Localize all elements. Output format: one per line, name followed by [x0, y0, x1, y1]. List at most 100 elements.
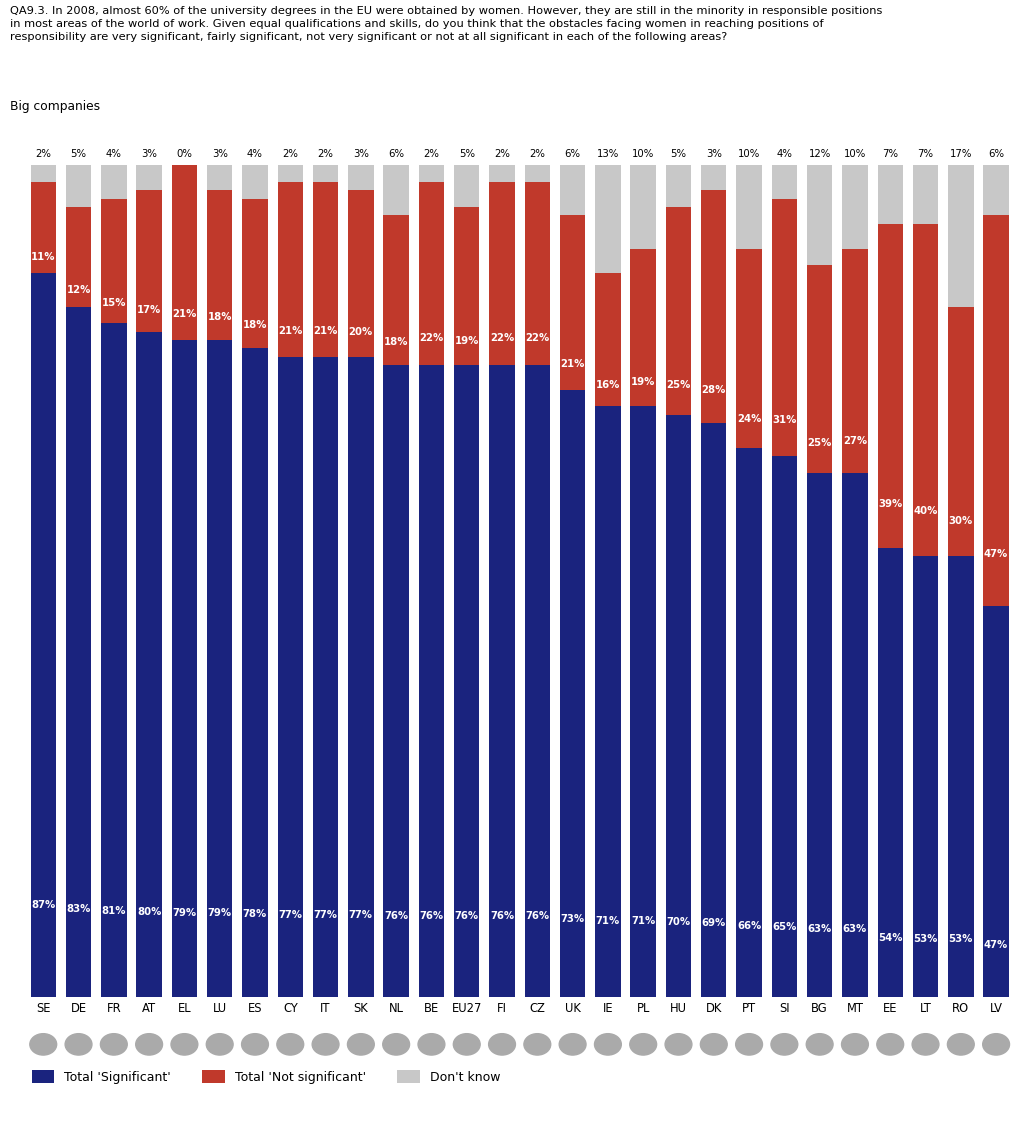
- Bar: [66, 306, 91, 997]
- Bar: [419, 365, 444, 997]
- Bar: [383, 166, 409, 215]
- Text: MT: MT: [847, 1002, 863, 1015]
- Text: 4%: 4%: [105, 149, 122, 159]
- Circle shape: [735, 1034, 763, 1055]
- Text: LT: LT: [920, 1002, 932, 1015]
- Text: 27%: 27%: [843, 436, 867, 446]
- Bar: [912, 556, 938, 997]
- Text: IT: IT: [321, 1002, 331, 1015]
- Text: 4%: 4%: [247, 149, 263, 159]
- Bar: [560, 390, 586, 997]
- Text: 3%: 3%: [212, 149, 227, 159]
- Bar: [489, 182, 515, 365]
- Circle shape: [842, 1034, 868, 1055]
- Text: 6%: 6%: [564, 149, 581, 159]
- Circle shape: [947, 1034, 974, 1055]
- Bar: [383, 365, 409, 997]
- Text: 53%: 53%: [948, 933, 973, 944]
- Text: 47%: 47%: [984, 939, 1009, 949]
- Text: 2%: 2%: [424, 149, 439, 159]
- Text: 40%: 40%: [913, 506, 938, 516]
- Bar: [136, 166, 162, 190]
- Circle shape: [206, 1034, 233, 1055]
- Text: 19%: 19%: [631, 377, 655, 387]
- Text: 4%: 4%: [776, 149, 793, 159]
- Text: ES: ES: [248, 1002, 262, 1015]
- Text: FR: FR: [106, 1002, 121, 1015]
- Circle shape: [66, 1034, 92, 1055]
- Text: 12%: 12%: [67, 285, 91, 295]
- Text: 71%: 71%: [631, 915, 655, 926]
- Text: 25%: 25%: [808, 438, 831, 448]
- Text: 39%: 39%: [879, 499, 902, 509]
- Text: BG: BG: [811, 1002, 828, 1015]
- Bar: [101, 323, 127, 997]
- Bar: [243, 198, 267, 348]
- Text: 76%: 76%: [455, 911, 479, 921]
- Text: 10%: 10%: [632, 149, 654, 159]
- Circle shape: [700, 1034, 727, 1055]
- Bar: [419, 166, 444, 182]
- Bar: [772, 456, 797, 997]
- Bar: [595, 406, 621, 997]
- Circle shape: [771, 1034, 798, 1055]
- Bar: [666, 166, 691, 207]
- Text: 21%: 21%: [560, 359, 585, 369]
- Bar: [31, 274, 56, 997]
- Bar: [207, 166, 232, 190]
- Text: HU: HU: [670, 1002, 687, 1015]
- Circle shape: [312, 1034, 339, 1055]
- Text: 2%: 2%: [283, 149, 298, 159]
- Text: 77%: 77%: [279, 910, 302, 920]
- Text: 30%: 30%: [948, 516, 973, 526]
- Bar: [666, 414, 691, 997]
- Bar: [560, 166, 586, 215]
- Text: UK: UK: [564, 1002, 581, 1015]
- Text: PL: PL: [637, 1002, 650, 1015]
- Text: 81%: 81%: [101, 905, 126, 915]
- Bar: [701, 166, 726, 190]
- Text: 19%: 19%: [455, 336, 479, 346]
- Bar: [419, 182, 444, 365]
- Text: 11%: 11%: [31, 252, 55, 262]
- Bar: [948, 166, 974, 306]
- Circle shape: [595, 1034, 622, 1055]
- Text: 2%: 2%: [35, 149, 51, 159]
- Bar: [207, 340, 232, 997]
- Bar: [631, 406, 656, 997]
- Text: DE: DE: [71, 1002, 87, 1015]
- Bar: [31, 166, 56, 182]
- Circle shape: [136, 1034, 163, 1055]
- Bar: [101, 166, 127, 198]
- Text: NL: NL: [389, 1002, 403, 1015]
- Text: 10%: 10%: [738, 149, 760, 159]
- Text: 80%: 80%: [137, 906, 162, 917]
- Bar: [843, 166, 867, 249]
- Text: 76%: 76%: [489, 911, 514, 921]
- Text: 7%: 7%: [883, 149, 898, 159]
- Text: 69%: 69%: [701, 918, 726, 928]
- Text: 0%: 0%: [176, 149, 193, 159]
- Bar: [524, 166, 550, 182]
- Circle shape: [383, 1034, 410, 1055]
- Bar: [31, 182, 56, 274]
- Circle shape: [454, 1034, 480, 1055]
- Text: 6%: 6%: [388, 149, 404, 159]
- Circle shape: [912, 1034, 939, 1055]
- Bar: [631, 166, 656, 249]
- Text: RO: RO: [952, 1002, 970, 1015]
- Circle shape: [171, 1034, 198, 1055]
- Text: 87%: 87%: [31, 900, 55, 910]
- Text: 76%: 76%: [525, 911, 550, 921]
- Text: 24%: 24%: [737, 414, 761, 425]
- Text: 15%: 15%: [101, 298, 126, 309]
- Text: 20%: 20%: [349, 327, 373, 337]
- Bar: [207, 190, 232, 340]
- Bar: [524, 182, 550, 365]
- Text: 54%: 54%: [878, 932, 902, 942]
- Text: 17%: 17%: [137, 305, 161, 314]
- Text: 77%: 77%: [349, 910, 373, 920]
- Text: 70%: 70%: [667, 917, 690, 927]
- Bar: [807, 265, 833, 473]
- Text: 31%: 31%: [772, 415, 797, 426]
